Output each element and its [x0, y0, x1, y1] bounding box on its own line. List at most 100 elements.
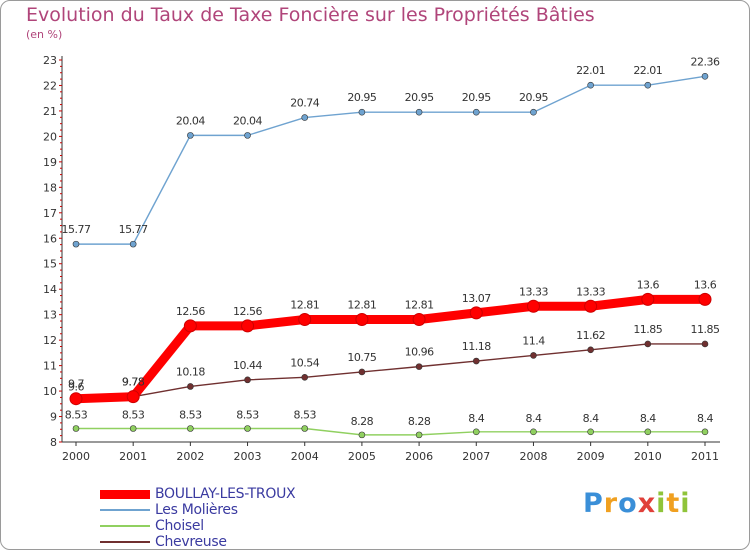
logo-letter: P [583, 488, 604, 519]
x-tick-label: 2001 [119, 450, 147, 463]
data-point [415, 363, 423, 370]
logo-letter: x [637, 488, 657, 519]
x-tick-label: 2008 [519, 450, 547, 463]
x-tick-label: 2010 [634, 450, 662, 463]
data-label: 12.81 [405, 299, 434, 312]
data-point [469, 306, 483, 320]
data-point [129, 240, 137, 248]
data-point [244, 425, 251, 432]
data-label: 9.6 [68, 380, 84, 393]
data-point [644, 81, 652, 89]
data-label: 10.18 [176, 365, 205, 378]
data-label: 8.53 [122, 409, 145, 422]
data-label: 8.28 [351, 415, 374, 428]
data-label: 8.53 [293, 409, 316, 422]
x-tick-label: 2006 [405, 450, 433, 463]
data-label: 22.01 [633, 64, 662, 77]
data-label: 8.4 [583, 412, 599, 425]
data-point [644, 340, 652, 348]
y-tick-label: 15 [43, 258, 57, 271]
x-tick-label: 2011 [691, 450, 719, 463]
y-tick-label: 8 [50, 436, 57, 449]
data-label: 8.53 [236, 409, 259, 422]
data-point [701, 72, 709, 80]
data-point [244, 376, 251, 384]
series-line-1 [75, 75, 706, 245]
data-point [530, 108, 537, 116]
data-point [301, 114, 309, 121]
data-point [530, 428, 537, 436]
data-point [126, 390, 140, 404]
data-label: 12.56 [176, 305, 205, 318]
data-point [301, 374, 309, 381]
data-point [358, 368, 366, 376]
series-line-2 [75, 427, 706, 436]
data-point [587, 81, 594, 89]
y-tick-label: 12 [43, 334, 57, 347]
y-tick-label: 10 [43, 385, 57, 398]
data-point [412, 313, 426, 327]
y-tick-label: 22 [43, 79, 57, 92]
data-label: 20.74 [290, 97, 319, 110]
data-label: 20.95 [462, 91, 491, 104]
data-label: 13.6 [637, 278, 660, 291]
legend-label: BOULLAY-LES-TROUX [155, 486, 296, 502]
chart-unit: (en %) [26, 28, 63, 41]
data-label: 11.85 [691, 323, 720, 336]
data-point [526, 299, 540, 313]
logo-letter: r [603, 488, 619, 519]
series-line-0 [71, 294, 710, 404]
data-point [69, 392, 83, 406]
data-point [241, 319, 255, 333]
data-label: 20.04 [176, 114, 205, 127]
data-point [301, 425, 309, 432]
series-line-3 [75, 343, 706, 402]
legend-label: Chevreuse [155, 534, 227, 550]
y-tick-label: 16 [43, 232, 57, 245]
y-tick-label: 20 [43, 130, 57, 143]
y-tick-label: 9 [50, 411, 57, 424]
logo-letter: o [618, 488, 638, 519]
legend-label: Les Molières [155, 502, 238, 518]
data-label: 9.78 [122, 376, 145, 389]
data-label: 20.95 [347, 91, 376, 104]
data-label: 10.75 [347, 351, 376, 364]
data-label: 15.77 [119, 223, 148, 236]
data-point [355, 313, 369, 327]
legend-label: Choisel [155, 518, 204, 534]
data-point [183, 319, 197, 333]
data-point [72, 240, 80, 248]
data-label: 12.81 [290, 299, 319, 312]
data-label: 8.4 [697, 412, 713, 425]
data-point [701, 340, 709, 348]
data-point [472, 357, 480, 365]
data-label: 8.53 [65, 409, 88, 422]
data-point [415, 431, 423, 439]
data-label: 9.7 [68, 378, 84, 391]
x-tick-label: 2000 [62, 450, 90, 463]
data-label: 10.96 [405, 346, 434, 359]
legend-swatch [100, 489, 150, 499]
data-point [530, 352, 537, 359]
legend-swatch [100, 525, 150, 527]
y-tick-label: 13 [43, 309, 57, 322]
legend-swatch [100, 541, 150, 543]
y-tick-label: 21 [43, 105, 57, 118]
data-label: 11.4 [522, 334, 545, 347]
data-point [358, 431, 366, 439]
data-label: 13.33 [519, 285, 548, 298]
data-point [72, 425, 80, 432]
data-point [584, 299, 598, 313]
y-tick-label: 11 [43, 360, 57, 373]
chart-plot: 8 9 10 11 12 13 14 15 16 17 18 19 20 21 22 23 2000 2001 20… [43, 54, 720, 463]
data-label: 11.18 [462, 340, 491, 353]
y-tick-label: 23 [43, 54, 57, 67]
data-label: 13.07 [462, 292, 491, 305]
data-label: 12.56 [233, 305, 262, 318]
x-tick-label: 2004 [291, 450, 319, 463]
y-tick-label: 14 [43, 283, 57, 296]
logo-letter: t [666, 488, 681, 519]
data-label: 12.81 [347, 299, 376, 312]
data-point [415, 108, 423, 116]
data-label: 10.54 [290, 356, 319, 369]
